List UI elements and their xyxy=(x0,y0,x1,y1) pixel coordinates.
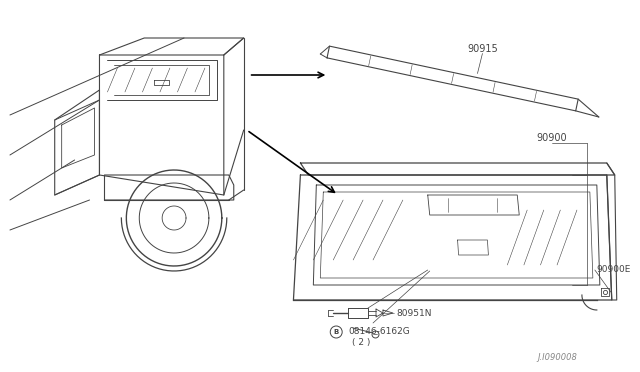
Text: 08146-6162G: 08146-6162G xyxy=(348,327,410,337)
Text: 90915: 90915 xyxy=(467,44,498,54)
Text: B: B xyxy=(333,329,339,335)
Text: J.I090008: J.I090008 xyxy=(537,353,577,362)
Text: 90900E: 90900E xyxy=(597,266,631,275)
Text: ( 2 ): ( 2 ) xyxy=(352,337,371,346)
Text: 90900: 90900 xyxy=(537,133,568,143)
Text: 80951N: 80951N xyxy=(396,308,431,317)
